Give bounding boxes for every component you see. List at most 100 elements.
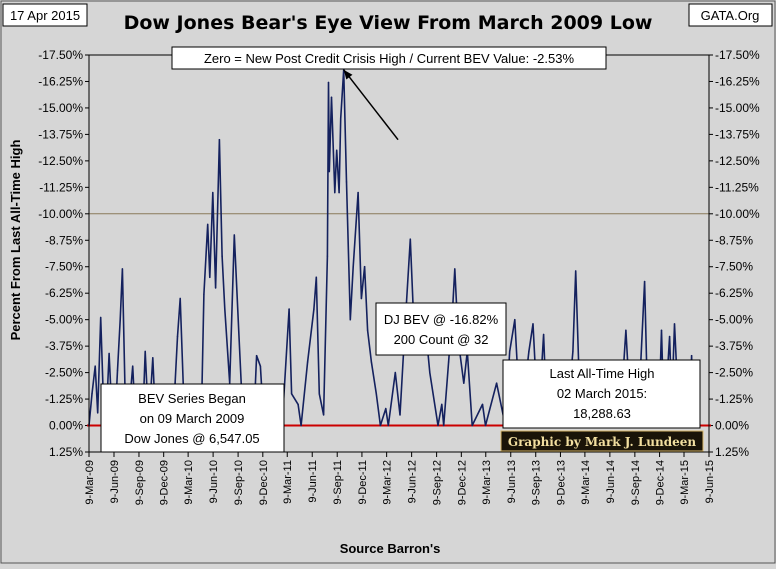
y-tick-label-left-1: 0.00%: [49, 419, 83, 433]
x-tick-label-10: 9-Sep-11: [332, 460, 344, 504]
series-point-73: [360, 297, 363, 300]
y-tick-label-left-4: -3.75%: [45, 339, 83, 353]
peak-note-line-2: 200 Count @ 32: [394, 332, 489, 347]
y-tick-label-left-12: -13.75%: [38, 127, 83, 141]
y-tick-label-left-3: -2.50%: [45, 366, 83, 380]
x-tick-label-13: 9-Jun-12: [407, 460, 419, 503]
y-tick-label-right-14: -16.25%: [715, 74, 760, 88]
series-point-41: [238, 340, 240, 342]
series-point-33: [209, 276, 211, 278]
source-tag-badge: [688, 3, 773, 27]
x-tick-label-9: 9-Jun-11: [307, 460, 319, 503]
chart-subtitle: Zero = New Post Credit Crisis High / Cur…: [204, 51, 574, 66]
series-point-99: [471, 424, 473, 427]
peak-note-box: [375, 302, 507, 356]
date-label: 17 Apr 2015: [10, 8, 80, 23]
x-axis-label: Source Barron's: [340, 541, 441, 556]
series-point-21: [152, 357, 154, 359]
x-tick-label-12: 9-Mar-12: [382, 460, 394, 505]
x-tick-label-21: 9-Jun-14: [605, 460, 617, 503]
series-point-4: [100, 316, 102, 319]
series-point-27: [179, 297, 181, 300]
series-point-116: [575, 270, 577, 272]
y-tick-label-left-6: -6.25%: [45, 286, 83, 300]
series-point-93: [447, 361, 450, 363]
series-point-90: [437, 424, 439, 427]
series-point-19: [144, 350, 146, 353]
series-point-37: [221, 255, 223, 257]
y-tick-label-left-14: -16.25%: [38, 74, 83, 88]
x-tick-label-2: 9-Sep-09: [134, 460, 146, 505]
series-point-143: [690, 355, 693, 357]
series-point-34: [212, 191, 214, 194]
series-point-105: [514, 319, 516, 321]
y-tick-label-right-15: -17.50%: [715, 48, 760, 62]
y-tick-label-left-5: -5.00%: [45, 313, 83, 327]
peak-note-line-1: DJ BEV @ -16.82%: [384, 312, 499, 327]
series-point-35: [214, 287, 217, 289]
series-point-36: [218, 139, 221, 141]
series-point-1: [91, 393, 93, 395]
series-point-101: [484, 424, 487, 427]
x-tick-label-23: 9-Dec-14: [655, 460, 667, 505]
series-point-66: [338, 191, 340, 194]
x-tick-label-24: 9-Mar-15: [679, 460, 691, 505]
y-tick-label-right-5: -5.00%: [715, 313, 753, 327]
subtitle-box: [171, 46, 607, 70]
series-point-132: [660, 329, 663, 331]
series-point-67: [340, 117, 342, 120]
series-point-136: [673, 323, 676, 325]
y-tick-label-left-9: -10.00%: [38, 207, 83, 221]
series-point-46: [255, 355, 258, 357]
start-note-box: [100, 383, 285, 453]
x-tick-label-16: 9-Mar-13: [481, 460, 493, 505]
series-point-32: [207, 223, 209, 226]
annotation-arrow-head: [343, 69, 353, 80]
series-point-51: [288, 308, 290, 310]
x-tick-label-3: 9-Dec-09: [159, 460, 171, 505]
series-point-79: [385, 407, 387, 410]
x-tick-label-4: 9-Mar-10: [183, 460, 195, 505]
series-point-80: [387, 424, 389, 427]
source-tag: GATA.Org: [701, 8, 760, 23]
x-tick-label-8: 9-Mar-11: [282, 460, 294, 504]
series-point-54: [300, 424, 302, 427]
series-point-108: [532, 323, 534, 325]
series-point-52: [290, 393, 293, 395]
x-tick-label-19: 9-Dec-13: [555, 460, 567, 505]
series-point-81: [394, 371, 396, 374]
series-point-69: [345, 181, 348, 183]
y-tick-label-right-0: 1.25%: [715, 445, 749, 459]
start-note-line-3: Dow Jones @ 6,547.05: [124, 431, 259, 446]
series-point-100: [481, 403, 484, 406]
credit-box: [500, 430, 704, 452]
series-point-58: [318, 393, 320, 395]
arrow-layer: [343, 69, 399, 141]
y-tick-label-right-12: -13.75%: [715, 127, 760, 141]
y-tick-label-left-2: -1.25%: [45, 392, 83, 406]
series-point-70: [349, 319, 351, 321]
series-point-89: [429, 371, 431, 374]
series-point-107: [528, 350, 530, 353]
series-point-65: [336, 149, 338, 151]
credit-label: Graphic by Mark J. Lundeen: [508, 435, 697, 449]
x-tick-label-15: 9-Dec-12: [456, 460, 468, 505]
y-tick-label-right-7: -7.50%: [715, 260, 753, 274]
series-point-75: [366, 329, 369, 331]
series-point-12: [121, 268, 124, 270]
y-tick-label-right-11: -12.50%: [715, 154, 760, 168]
series-point-38: [224, 308, 226, 310]
series-point-72: [357, 191, 359, 194]
series-point-40: [233, 234, 235, 236]
x-tick-label-6: 9-Sep-10: [233, 460, 245, 505]
y-tick-label-left-7: -7.50%: [45, 260, 83, 274]
series-point-53: [297, 403, 299, 406]
series-point-97: [463, 382, 465, 384]
series-point-26: [176, 335, 179, 338]
x-tick-label-0: 9-Mar-09: [84, 460, 96, 505]
series-point-56: [313, 308, 315, 310]
y-tick-label-right-13: -15.00%: [715, 101, 760, 115]
series-point-110: [542, 333, 545, 336]
